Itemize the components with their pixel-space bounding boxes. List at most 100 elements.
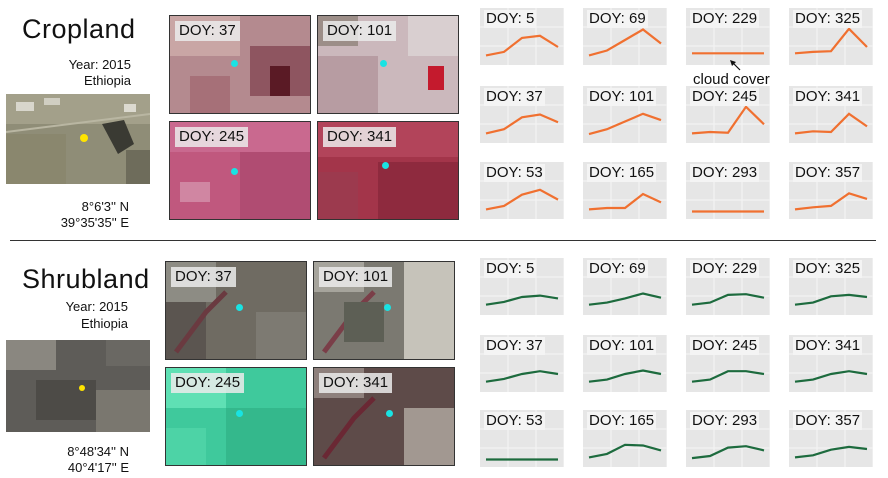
marker-dot (380, 60, 387, 67)
chart-label: DOY: 101 (587, 88, 657, 106)
marker-dot (384, 304, 391, 311)
tile-label: DOY: 245 (171, 373, 245, 393)
shrubland-chart-doy-37: DOY: 37 (480, 335, 564, 392)
shrubland-tile-doy-101: DOY: 101 (314, 262, 454, 359)
series-line (588, 112, 662, 136)
cropland-chart-doy-165: DOY: 165 (583, 162, 667, 219)
shrubland-chart-doy-69: DOY: 69 (583, 258, 667, 315)
chart-label: DOY: 245 (690, 337, 760, 355)
marker-dot (231, 60, 238, 67)
shrubland-aerial-image (6, 340, 150, 432)
chart-label: DOY: 5 (484, 10, 537, 28)
shrubland-chart-doy-357: DOY: 357 (789, 410, 873, 467)
cropland-aerial-image (6, 94, 150, 184)
series-line (485, 34, 559, 57)
marker-dot (382, 162, 389, 169)
chart-label: DOY: 357 (793, 412, 863, 430)
cropland-chart-doy-229: DOY: 229 (686, 8, 770, 65)
chart-label: DOY: 341 (793, 88, 863, 106)
cropland-chart-doy-325: DOY: 325 (789, 8, 873, 65)
cropland-tile-doy-101: DOY: 101 (318, 16, 458, 113)
series-line (485, 294, 559, 306)
tile-label: DOY: 37 (175, 21, 240, 41)
series-line (588, 28, 662, 57)
shrubland-chart-doy-293: DOY: 293 (686, 410, 770, 467)
cropland-country: Ethiopia (84, 73, 131, 88)
chart-label: DOY: 37 (484, 88, 545, 106)
chart-label: DOY: 5 (484, 260, 537, 278)
marker-dot (231, 168, 238, 175)
chart-label: DOY: 53 (484, 412, 545, 430)
tile-label: DOY: 101 (323, 21, 397, 41)
cropland-chart-doy-37: DOY: 37 (480, 86, 564, 143)
chart-label: DOY: 37 (484, 337, 545, 355)
shrubland-country: Ethiopia (81, 316, 128, 331)
cropland-chart-doy-69: DOY: 69 (583, 8, 667, 65)
tile-label: DOY: 101 (319, 267, 393, 287)
cropland-chart-doy-293: DOY: 293 (686, 162, 770, 219)
cropland-chart-doy-357: DOY: 357 (789, 162, 873, 219)
series-line (588, 369, 662, 383)
series-line (588, 292, 662, 306)
marker-dot (236, 410, 243, 417)
chart-label: DOY: 229 (690, 10, 760, 28)
series-line (691, 293, 765, 306)
cropland-title: Cropland (22, 14, 136, 44)
chart-label: DOY: 69 (587, 260, 648, 278)
cloud-cover-arrow (730, 60, 741, 71)
shrubland-chart-doy-101: DOY: 101 (583, 335, 667, 392)
shrubland-chart-doy-245: DOY: 245 (686, 335, 770, 392)
chart-label: DOY: 293 (690, 164, 760, 182)
series-line (691, 105, 765, 135)
shrubland-chart-doy-229: DOY: 229 (686, 258, 770, 315)
cropland-longitude: 39°35'35'' E (60, 215, 129, 230)
tile-label: DOY: 37 (171, 267, 236, 287)
series-line (794, 112, 868, 135)
series-line (794, 293, 868, 306)
chart-label: DOY: 341 (793, 337, 863, 355)
shrubland-chart-doy-325: DOY: 325 (789, 258, 873, 315)
shrubland-tile-doy-245: DOY: 245 (166, 368, 306, 465)
series-line (794, 445, 868, 459)
shrubland-latitude: 8°48'34'' N (67, 444, 129, 459)
cropland-chart-doy-5: DOY: 5 (480, 8, 564, 65)
cropland-chart-doy-53: DOY: 53 (480, 162, 564, 219)
shrubland-chart-doy-165: DOY: 165 (583, 410, 667, 467)
cropland-latitude: 8°6'3'' N (81, 199, 129, 214)
series-line (794, 192, 868, 211)
chart-label: DOY: 293 (690, 412, 760, 430)
shrubland-longitude: 40°4'17'' E (67, 460, 129, 475)
chart-label: DOY: 53 (484, 164, 545, 182)
shrubland-title: Shrubland (22, 264, 150, 294)
section-divider (10, 240, 876, 241)
chart-label: DOY: 165 (587, 164, 657, 182)
shrubland-year: Year: 2015 (65, 299, 128, 314)
cropland-chart-doy-101: DOY: 101 (583, 86, 667, 143)
shrubland-tile-doy-37: DOY: 37 (166, 262, 306, 359)
chart-label: DOY: 165 (587, 412, 657, 430)
shrubland-chart-doy-341: DOY: 341 (789, 335, 873, 392)
cropland-tile-doy-341: DOY: 341 (318, 122, 458, 219)
series-line (485, 370, 559, 383)
cloud-cover-label: cloud cover (693, 71, 770, 88)
marker-dot (236, 304, 243, 311)
series-line (691, 370, 765, 383)
series-line (794, 370, 868, 383)
series-line (485, 113, 559, 135)
chart-label: DOY: 325 (793, 10, 863, 28)
cropland-tile-doy-245: DOY: 245 (170, 122, 310, 219)
chart-label: DOY: 101 (587, 337, 657, 355)
cropland-chart-doy-245: DOY: 245 (686, 86, 770, 143)
cropland-tile-doy-37: DOY: 37 (170, 16, 310, 113)
cropland-chart-doy-341: DOY: 341 (789, 86, 873, 143)
series-line (794, 27, 868, 55)
chart-label: DOY: 69 (587, 10, 648, 28)
chart-label: DOY: 229 (690, 260, 760, 278)
series-line (485, 188, 559, 211)
shrubland-chart-doy-5: DOY: 5 (480, 258, 564, 315)
tile-label: DOY: 245 (175, 127, 249, 147)
series-line (691, 445, 765, 460)
tile-label: DOY: 341 (319, 373, 393, 393)
series-line (588, 192, 662, 211)
shrubland-tile-doy-341: DOY: 341 (314, 368, 454, 465)
